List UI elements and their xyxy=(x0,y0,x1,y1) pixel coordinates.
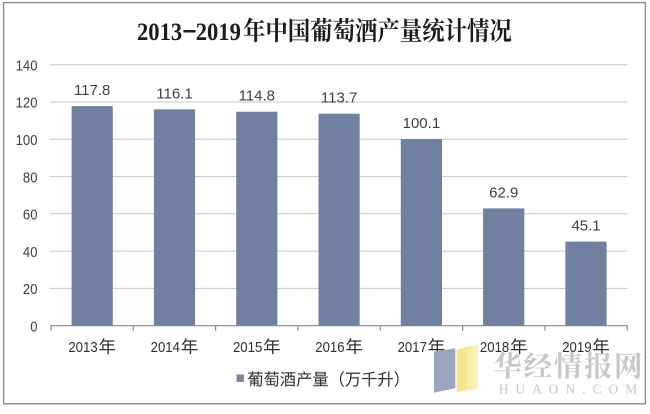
svg-text:2019: 2019 xyxy=(196,19,241,46)
svg-text:140: 140 xyxy=(16,57,38,74)
svg-text:114.8: 114.8 xyxy=(239,88,275,105)
svg-text:2014: 2014 xyxy=(151,339,180,356)
svg-text:20: 20 xyxy=(23,280,38,297)
svg-text:2013: 2013 xyxy=(68,339,97,356)
svg-text:120: 120 xyxy=(16,94,38,111)
svg-text:80: 80 xyxy=(23,168,38,185)
svg-text:2016: 2016 xyxy=(315,339,344,356)
svg-text:60: 60 xyxy=(23,206,38,223)
svg-text:HUAON.COM: HUAON.COM xyxy=(499,381,645,396)
svg-text:2019: 2019 xyxy=(562,339,591,356)
svg-text:2017: 2017 xyxy=(398,339,427,356)
svg-text:116.1: 116.1 xyxy=(156,85,192,102)
svg-text:117.8: 117.8 xyxy=(74,82,110,99)
svg-text:45.1: 45.1 xyxy=(571,218,600,235)
svg-text:62.9: 62.9 xyxy=(489,184,518,201)
svg-text:100: 100 xyxy=(16,131,38,148)
svg-text:2013: 2013 xyxy=(137,19,182,46)
svg-text:40: 40 xyxy=(23,243,38,260)
svg-text:100.1: 100.1 xyxy=(403,115,441,132)
svg-text:2015: 2015 xyxy=(233,339,262,356)
svg-text:113.7: 113.7 xyxy=(321,90,357,107)
svg-text:0: 0 xyxy=(30,318,37,335)
